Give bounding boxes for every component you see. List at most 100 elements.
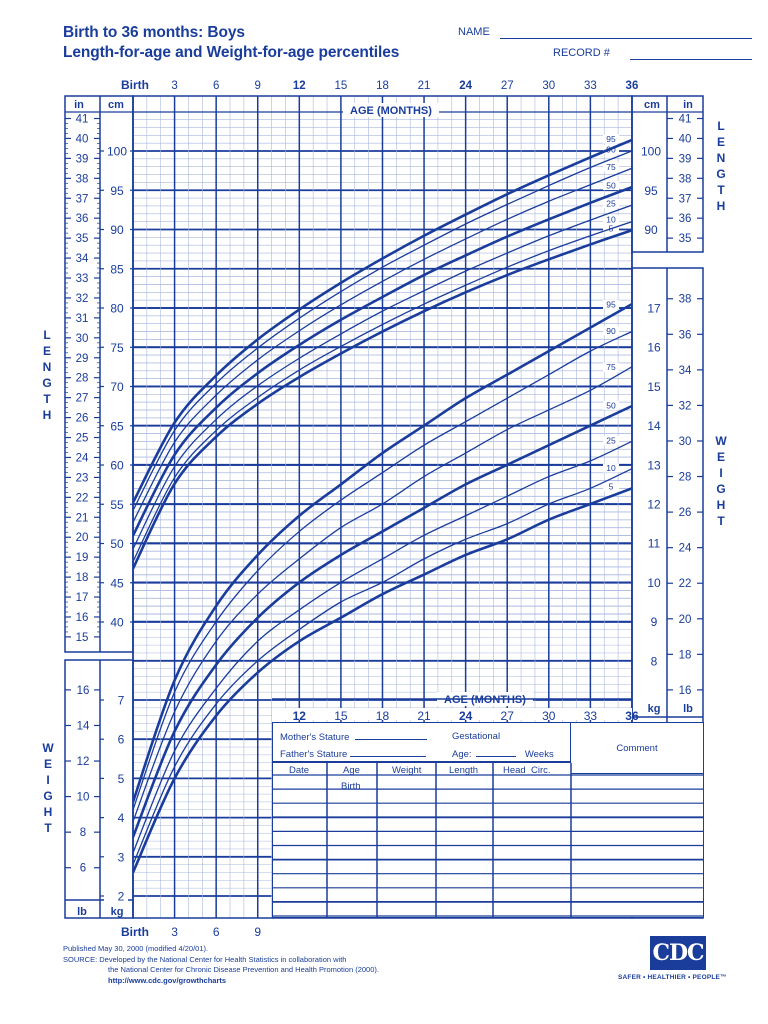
inch-tick-left: 38: [76, 173, 89, 185]
record-label: RECORD #: [553, 47, 610, 59]
unit-in-right: in: [683, 99, 693, 111]
age-tick-bottom: 6: [213, 925, 220, 939]
kg-tick-right: 13: [647, 458, 661, 472]
mothers-stature-field[interactable]: Mother's Stature: [280, 731, 428, 743]
inch-tick-left: 39: [76, 153, 89, 165]
name-label: NAME: [458, 26, 490, 38]
weight-curve-group: 5 10 25 50 75 90 95: [133, 299, 632, 874]
cdc-tagline: SAFER • HEALTHIER • PEOPLE™: [618, 974, 727, 981]
fathers-stature-line[interactable]: [349, 748, 426, 757]
lb-tick-left: 8: [80, 827, 86, 839]
side-label-length-right: E: [717, 135, 725, 149]
unit-lb-right: lb: [683, 703, 693, 715]
kg-tick-right: 12: [647, 498, 661, 512]
side-label-length-right: L: [717, 119, 724, 133]
length-curve-p5: [133, 229, 632, 570]
age-tick-top: 27: [501, 80, 514, 92]
cm-tick-left: 45: [110, 576, 124, 590]
inch-tick-left: 19: [76, 552, 89, 564]
inch-tick-left: 30: [76, 333, 89, 345]
inch-tick-left: 28: [76, 373, 89, 385]
inch-tick-left: 25: [76, 433, 89, 445]
side-label-weight-left: W: [42, 741, 54, 755]
side-label-length-right: T: [717, 183, 725, 197]
side-label-weight-right: G: [716, 482, 725, 496]
lb-tick-right: 22: [679, 578, 692, 590]
lb-tick-right: 26: [679, 507, 692, 519]
side-label-length-right: H: [717, 199, 726, 213]
inch-tick-right: 35: [679, 233, 692, 245]
lb-tick-left: 16: [77, 685, 90, 697]
lb-tick-right: 16: [679, 685, 692, 697]
kg-tick-left: 4: [118, 811, 125, 825]
side-label-length-left: N: [43, 360, 52, 374]
fathers-stature-field[interactable]: Father's Stature: [280, 748, 426, 760]
side-label-weight-left: E: [44, 757, 52, 771]
published-date: Published May 30, 2000 (modified 4/20/01…: [63, 944, 209, 953]
cm-tick-right: 95: [644, 184, 658, 198]
side-label-weight-right: T: [717, 514, 725, 528]
weight-curve-p50: [133, 404, 632, 838]
first-row-age-birth: Birth: [341, 781, 361, 792]
cm-tick-left: 55: [110, 498, 124, 512]
inch-tick-left: 23: [76, 472, 89, 484]
chart-title-line2: Length-for-age and Weight-for-age percen…: [63, 44, 400, 61]
col-weight: Weight: [392, 765, 422, 776]
chart-title-line1: Birth to 36 months: Boys: [63, 24, 245, 41]
col-head-circ: Head Circ.: [503, 765, 551, 776]
inch-tick-left: 21: [76, 512, 89, 524]
gestational-label: Gestational: [452, 731, 501, 742]
age-tick-mid: 18: [376, 709, 390, 723]
record-input-line[interactable]: [630, 59, 752, 60]
cm-tick-right: 90: [644, 223, 658, 237]
age-months-title-top: AGE (MONTHS): [350, 105, 432, 117]
side-label-length-left: L: [43, 328, 50, 342]
age-tick-bottom: 9: [254, 925, 261, 939]
kg-tick-left: 7: [118, 694, 125, 708]
inch-tick-right: 39: [679, 153, 692, 165]
lb-tick-right: 38: [679, 294, 692, 306]
lb-tick-right: 34: [679, 365, 692, 377]
gestational-age-field[interactable]: Age: Weeks: [452, 748, 554, 760]
side-label-length-left: G: [42, 376, 51, 390]
cm-tick-left: 85: [110, 262, 124, 276]
gestational-age-label: Age:: [452, 749, 472, 760]
kg-tick-right: 14: [647, 419, 661, 433]
age-tick-mid: 15: [334, 709, 348, 723]
age-tick-top: 18: [376, 80, 389, 92]
side-label-weight-right: I: [719, 466, 722, 480]
age-tick-top: 9: [255, 80, 261, 92]
age-tick-top: 12: [293, 80, 306, 92]
kg-tick-right: 15: [647, 380, 661, 394]
age-tick-top: 6: [213, 80, 219, 92]
unit-cm-left: cm: [108, 99, 124, 111]
col-length: Length: [449, 765, 479, 776]
inch-tick-right: 41: [679, 114, 692, 126]
percentile-label-50: 50: [606, 400, 616, 410]
age-tick-mid: 27: [501, 709, 515, 723]
gestational-age-line[interactable]: [476, 748, 517, 757]
source-url-link[interactable]: http://www.cdc.gov/growthcharts: [108, 975, 227, 985]
kg-tick-left: 2: [118, 890, 125, 904]
length-curve-p50: [133, 185, 632, 537]
length-curve-p95: [133, 138, 632, 504]
age-tick-mid: 21: [417, 709, 431, 723]
weight-curve-p10: [133, 468, 632, 865]
name-input-line[interactable]: [500, 38, 752, 39]
percentile-label-90: 90: [606, 326, 616, 336]
mothers-stature-line[interactable]: [355, 731, 428, 740]
kg-tick-left: 3: [118, 850, 125, 864]
cm-tick-left: 90: [110, 223, 124, 237]
side-label-weight-right: W: [715, 434, 727, 448]
unit-kg-right: kg: [648, 703, 661, 715]
inch-tick-left: 34: [76, 253, 89, 265]
inch-tick-left: 24: [76, 452, 89, 464]
lb-tick-left: 14: [77, 720, 90, 732]
col-date: Date: [289, 765, 310, 776]
cm-tick-left: 65: [110, 419, 124, 433]
side-label-length-right: N: [717, 151, 726, 165]
side-label-weight-right: E: [717, 450, 725, 464]
col-age: Age: [343, 765, 360, 776]
kg-tick-left: 5: [118, 772, 125, 786]
unit-in-left: in: [74, 99, 84, 111]
